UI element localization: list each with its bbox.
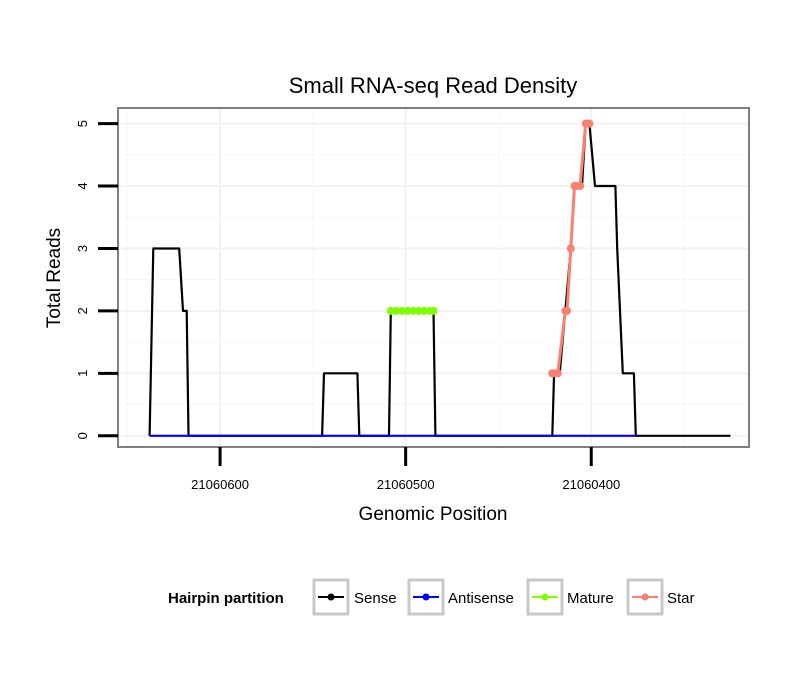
data-point-mature bbox=[409, 306, 418, 315]
data-point-mature bbox=[429, 306, 438, 315]
y-axis-title: Total Reads bbox=[44, 228, 65, 328]
data-point-mature bbox=[397, 306, 406, 315]
legend-key-antisense: Antisense bbox=[407, 578, 514, 616]
legend-label-sense: Sense bbox=[354, 590, 397, 607]
data-point-star bbox=[576, 182, 585, 190]
legend-title: Hairpin partition bbox=[168, 590, 284, 607]
series-sense bbox=[148, 122, 731, 437]
legend-point-star bbox=[641, 593, 649, 601]
data-point-mature bbox=[414, 306, 423, 315]
data-point-mature bbox=[392, 306, 401, 315]
y-tick-label: 5 bbox=[75, 120, 90, 127]
series-line-sense bbox=[148, 122, 731, 437]
legend: Hairpin partition Sense Antisense Mature St… bbox=[168, 578, 695, 616]
legend-point-antisense bbox=[422, 593, 430, 601]
legend-point-sense bbox=[327, 593, 335, 601]
x-tick-label: 21060500 bbox=[377, 477, 435, 492]
plot-border bbox=[117, 107, 750, 448]
series-mature bbox=[386, 306, 438, 315]
legend-point-mature bbox=[541, 593, 549, 601]
y-tick-label: 0 bbox=[75, 432, 90, 439]
legend-key-mature: Mature bbox=[526, 578, 614, 616]
data-point-mature bbox=[420, 306, 429, 315]
data-point-mature bbox=[403, 306, 412, 315]
chart-title: Small RNA-seq Read Density bbox=[289, 73, 578, 98]
data-point-star bbox=[566, 244, 575, 253]
y-tick-label: 1 bbox=[75, 370, 90, 377]
legend-label-mature: Mature bbox=[567, 590, 614, 607]
x-axis: 21060600 21060500 21060400 bbox=[191, 447, 620, 492]
y-tick-label: 4 bbox=[75, 182, 90, 189]
data-point-mature bbox=[386, 306, 395, 315]
x-axis-title: Genomic Position bbox=[359, 504, 508, 525]
x-tick-label: 21060600 bbox=[191, 477, 249, 492]
y-axis: 0 1 2 3 4 5 bbox=[75, 120, 118, 439]
data-point-star bbox=[553, 369, 562, 378]
plot-area bbox=[118, 108, 749, 447]
x-tick-label: 21060400 bbox=[562, 477, 620, 492]
legend-key-star: Star bbox=[626, 578, 695, 616]
data-point-star bbox=[585, 119, 594, 128]
y-tick-label: 3 bbox=[75, 245, 90, 252]
series-layer bbox=[148, 119, 731, 437]
legend-label-star: Star bbox=[667, 590, 695, 607]
series-star bbox=[548, 119, 594, 378]
legend-label-antisense: Antisense bbox=[448, 590, 514, 607]
y-tick-label: 2 bbox=[75, 307, 90, 314]
data-point-star bbox=[563, 306, 572, 315]
legend-key-sense: Sense bbox=[312, 578, 397, 616]
